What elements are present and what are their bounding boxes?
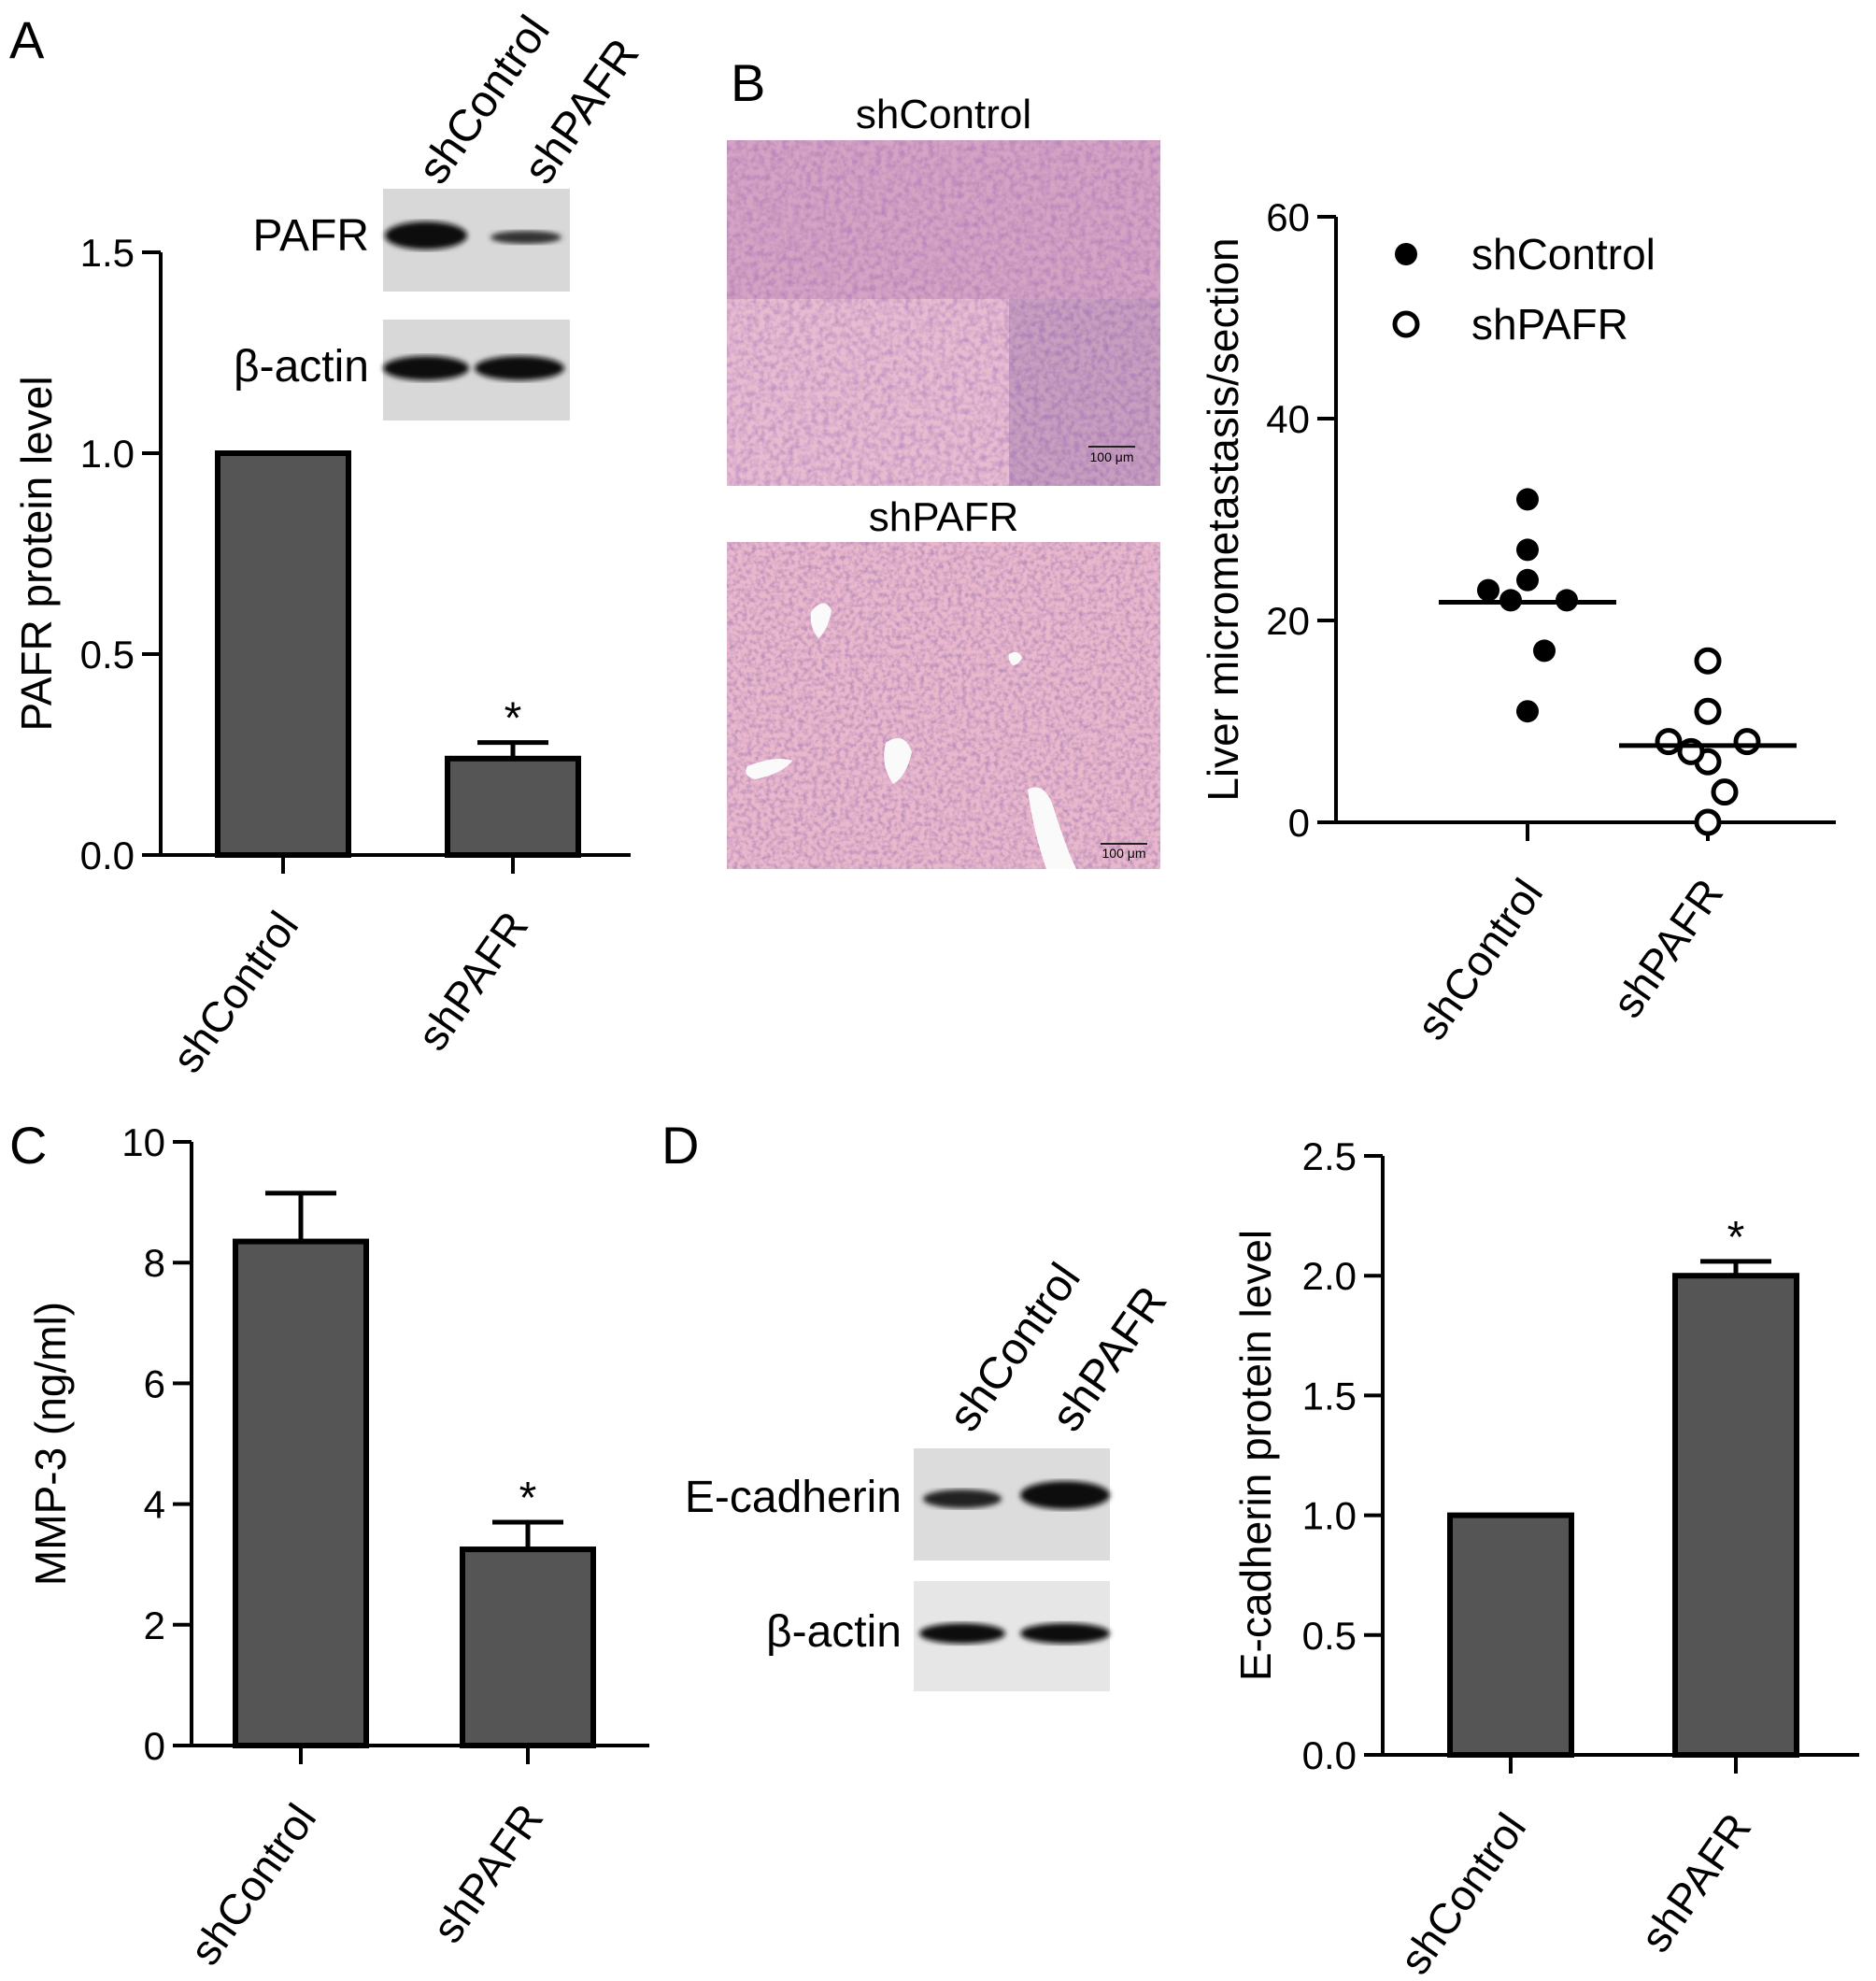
chart-B-y-tick-label-3: 60 bbox=[1266, 195, 1310, 239]
panel-b: B shControl 100 μm shPAFR 100 μm 0 20 40 60… bbox=[727, 53, 1836, 1048]
panel-d: D shControl shPAFR E-cadherin β-actin 0.… bbox=[661, 1116, 1859, 1981]
western-blot-d: shControl shPAFR E-cadherin β-actin bbox=[685, 1255, 1176, 1691]
chart-C-y-axis-label: MMP-3 (ng/ml) bbox=[26, 1302, 75, 1586]
chart-B-legend-marker-1 bbox=[1392, 310, 1420, 338]
chart-C-y-tick-label-4: 8 bbox=[144, 1241, 165, 1285]
blot-d-band-actin-shpafr bbox=[1020, 1623, 1110, 1644]
chart-B-x-tick-label-0: shControl bbox=[1407, 870, 1553, 1048]
chart-D-significance-1: * bbox=[1727, 1213, 1745, 1262]
chart-D-y-axis-label: E-cadherin protein level bbox=[1231, 1230, 1280, 1681]
chart-B-point-1-4 bbox=[1733, 728, 1761, 756]
blot-d-band-actin-shcontrol bbox=[919, 1623, 1005, 1644]
chart-B-point-0-7 bbox=[1516, 700, 1539, 723]
chart-A-y-tick-label-0: 0.0 bbox=[80, 834, 135, 877]
chart-C-significance-1: * bbox=[519, 1474, 537, 1523]
chart-B-y-tick-label-2: 40 bbox=[1266, 397, 1310, 441]
chart-C-y-tick-label-2: 4 bbox=[144, 1483, 165, 1527]
chart-C-y-tick-label-0: 0 bbox=[144, 1724, 165, 1768]
scale-bar-label-shcontrol: 100 μm bbox=[1090, 449, 1134, 464]
chart-A-bar-1 bbox=[445, 755, 581, 858]
chart-B-legend-label-0: shControl bbox=[1471, 230, 1656, 278]
chart-B-legend-marker-0 bbox=[1395, 243, 1417, 265]
blot-a-row-label-pafr: PAFR bbox=[253, 211, 369, 261]
chart-A-significance-1: * bbox=[505, 694, 522, 744]
histology-label-shcontrol: shControl bbox=[856, 92, 1031, 137]
chart-C-x-tick-label-0: shControl bbox=[180, 1795, 326, 1974]
chart-D-y-tick-label-5: 2.5 bbox=[1302, 1134, 1357, 1178]
chart-D-y-tick-label-4: 2.0 bbox=[1302, 1254, 1357, 1298]
chart-B-point-1-0 bbox=[1694, 647, 1722, 675]
blot-a-band-actin-shpafr bbox=[475, 356, 564, 380]
chart-B-point-0-1 bbox=[1516, 538, 1539, 562]
chart-B-y-tick-label-1: 20 bbox=[1266, 599, 1310, 643]
chart-B-point-0-2 bbox=[1477, 578, 1499, 602]
chart-A-y-tick-label-1: 0.5 bbox=[80, 633, 135, 677]
chart-A-x-tick-label-0: shControl bbox=[163, 903, 308, 1081]
chart-C-bar-1 bbox=[460, 1546, 596, 1749]
histology-label-shpafr: shPAFR bbox=[869, 494, 1019, 540]
chart-B-x-tick-label-1: shPAFR bbox=[1602, 870, 1732, 1026]
blot-d-row-label-ecadherin: E-cadherin bbox=[685, 1473, 902, 1522]
chart-D-y-tick-label-1: 0.5 bbox=[1302, 1614, 1357, 1658]
chart-A-bar-0 bbox=[215, 450, 351, 858]
chart-A-y-tick-label-2: 1.0 bbox=[80, 432, 135, 476]
blot-d-band-ecadherin-shpafr bbox=[1020, 1481, 1110, 1509]
panel-letter-d: D bbox=[661, 1116, 699, 1175]
histology-image-shcontrol: 100 μm bbox=[727, 140, 1160, 486]
blot-a-band-pafr-shcontrol bbox=[385, 221, 467, 249]
chart-C-y-tick-label-5: 10 bbox=[121, 1120, 165, 1164]
chart-A-y-axis-label: PAFR protein level bbox=[12, 376, 61, 731]
chart-B-point-1-7 bbox=[1694, 808, 1722, 836]
panel-letter-c: C bbox=[9, 1116, 47, 1175]
chart-B-point-1-1 bbox=[1694, 697, 1722, 725]
scale-bar-label-shpafr: 100 μm bbox=[1102, 846, 1146, 861]
chart-B-point-1-2 bbox=[1655, 728, 1683, 756]
chart-D-bar-1 bbox=[1672, 1273, 1799, 1758]
panel-a: A shControl shPAFR PAFR β-actin 0.0 0.5 1.… bbox=[9, 7, 648, 1081]
blot-a-band-pafr-shpafr bbox=[490, 231, 561, 244]
chart-D-y-tick-label-0: 0.0 bbox=[1302, 1733, 1357, 1777]
chart-D-x-tick-label-0: shControl bbox=[1390, 1804, 1536, 1981]
chart-B-y-axis-label: Liver micrometastasis/section bbox=[1199, 237, 1247, 801]
western-blot-a: shControl shPAFR PAFR β-actin bbox=[234, 7, 648, 420]
chart-B-point-0-6 bbox=[1533, 639, 1556, 663]
histology-image-shpafr: 100 μm bbox=[727, 542, 1160, 869]
chart-B-legend-label-1: shPAFR bbox=[1471, 300, 1628, 349]
chart-B-point-0-3 bbox=[1516, 568, 1539, 591]
blot-d-band-ecadherin-shcontrol bbox=[923, 1489, 1002, 1508]
chart-c: 0 2 4 6 8 10 shControl shPAFR MMP-3 (ng/ml) * bbox=[26, 1120, 649, 1974]
chart-C-y-tick-label-3: 6 bbox=[144, 1361, 165, 1405]
chart-B-point-1-6 bbox=[1711, 778, 1739, 806]
chart-A-y-tick-label-3: 1.5 bbox=[80, 231, 135, 275]
blot-a-band-actin-shcontrol bbox=[383, 356, 469, 380]
chart-D-y-tick-label-2: 1.0 bbox=[1302, 1494, 1357, 1538]
chart-B-y-tick-label-0: 0 bbox=[1288, 801, 1310, 845]
chart-A-x-tick-label-1: shPAFR bbox=[407, 903, 537, 1059]
panel-letter-b: B bbox=[731, 53, 765, 112]
chart-D-x-tick-label-1: shPAFR bbox=[1630, 1804, 1760, 1960]
chart-B-point-0-0 bbox=[1516, 488, 1539, 511]
blot-a-row-label-actin: β-actin bbox=[234, 342, 369, 392]
chart-D-bar-0 bbox=[1447, 1512, 1574, 1758]
blot-d-row-label-actin: β-actin bbox=[766, 1607, 902, 1657]
panel-letter-a: A bbox=[9, 10, 45, 69]
chart-D-y-tick-label-3: 1.5 bbox=[1302, 1374, 1357, 1418]
chart-C-x-tick-label-1: shPAFR bbox=[422, 1795, 552, 1951]
chart-C-y-tick-label-1: 2 bbox=[144, 1603, 165, 1647]
chart-C-bar-0 bbox=[233, 1238, 369, 1748]
chart-b: 0 20 40 60 shControl shPAFR Liver micrometasta… bbox=[1199, 195, 1836, 1048]
panel-c: C 0 2 4 6 8 10 shControl shPAFR MMP-3 (ng/ml) * bbox=[9, 1116, 649, 1974]
chart-d: 0.0 0.5 1.0 1.5 2.0 2.5 shControl shPAFR E-cadhe… bbox=[1231, 1134, 1859, 1981]
